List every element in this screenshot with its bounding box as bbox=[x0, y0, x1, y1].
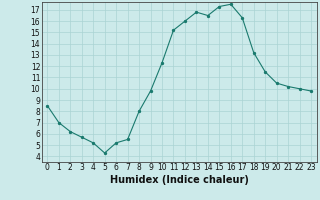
X-axis label: Humidex (Indice chaleur): Humidex (Indice chaleur) bbox=[110, 175, 249, 185]
